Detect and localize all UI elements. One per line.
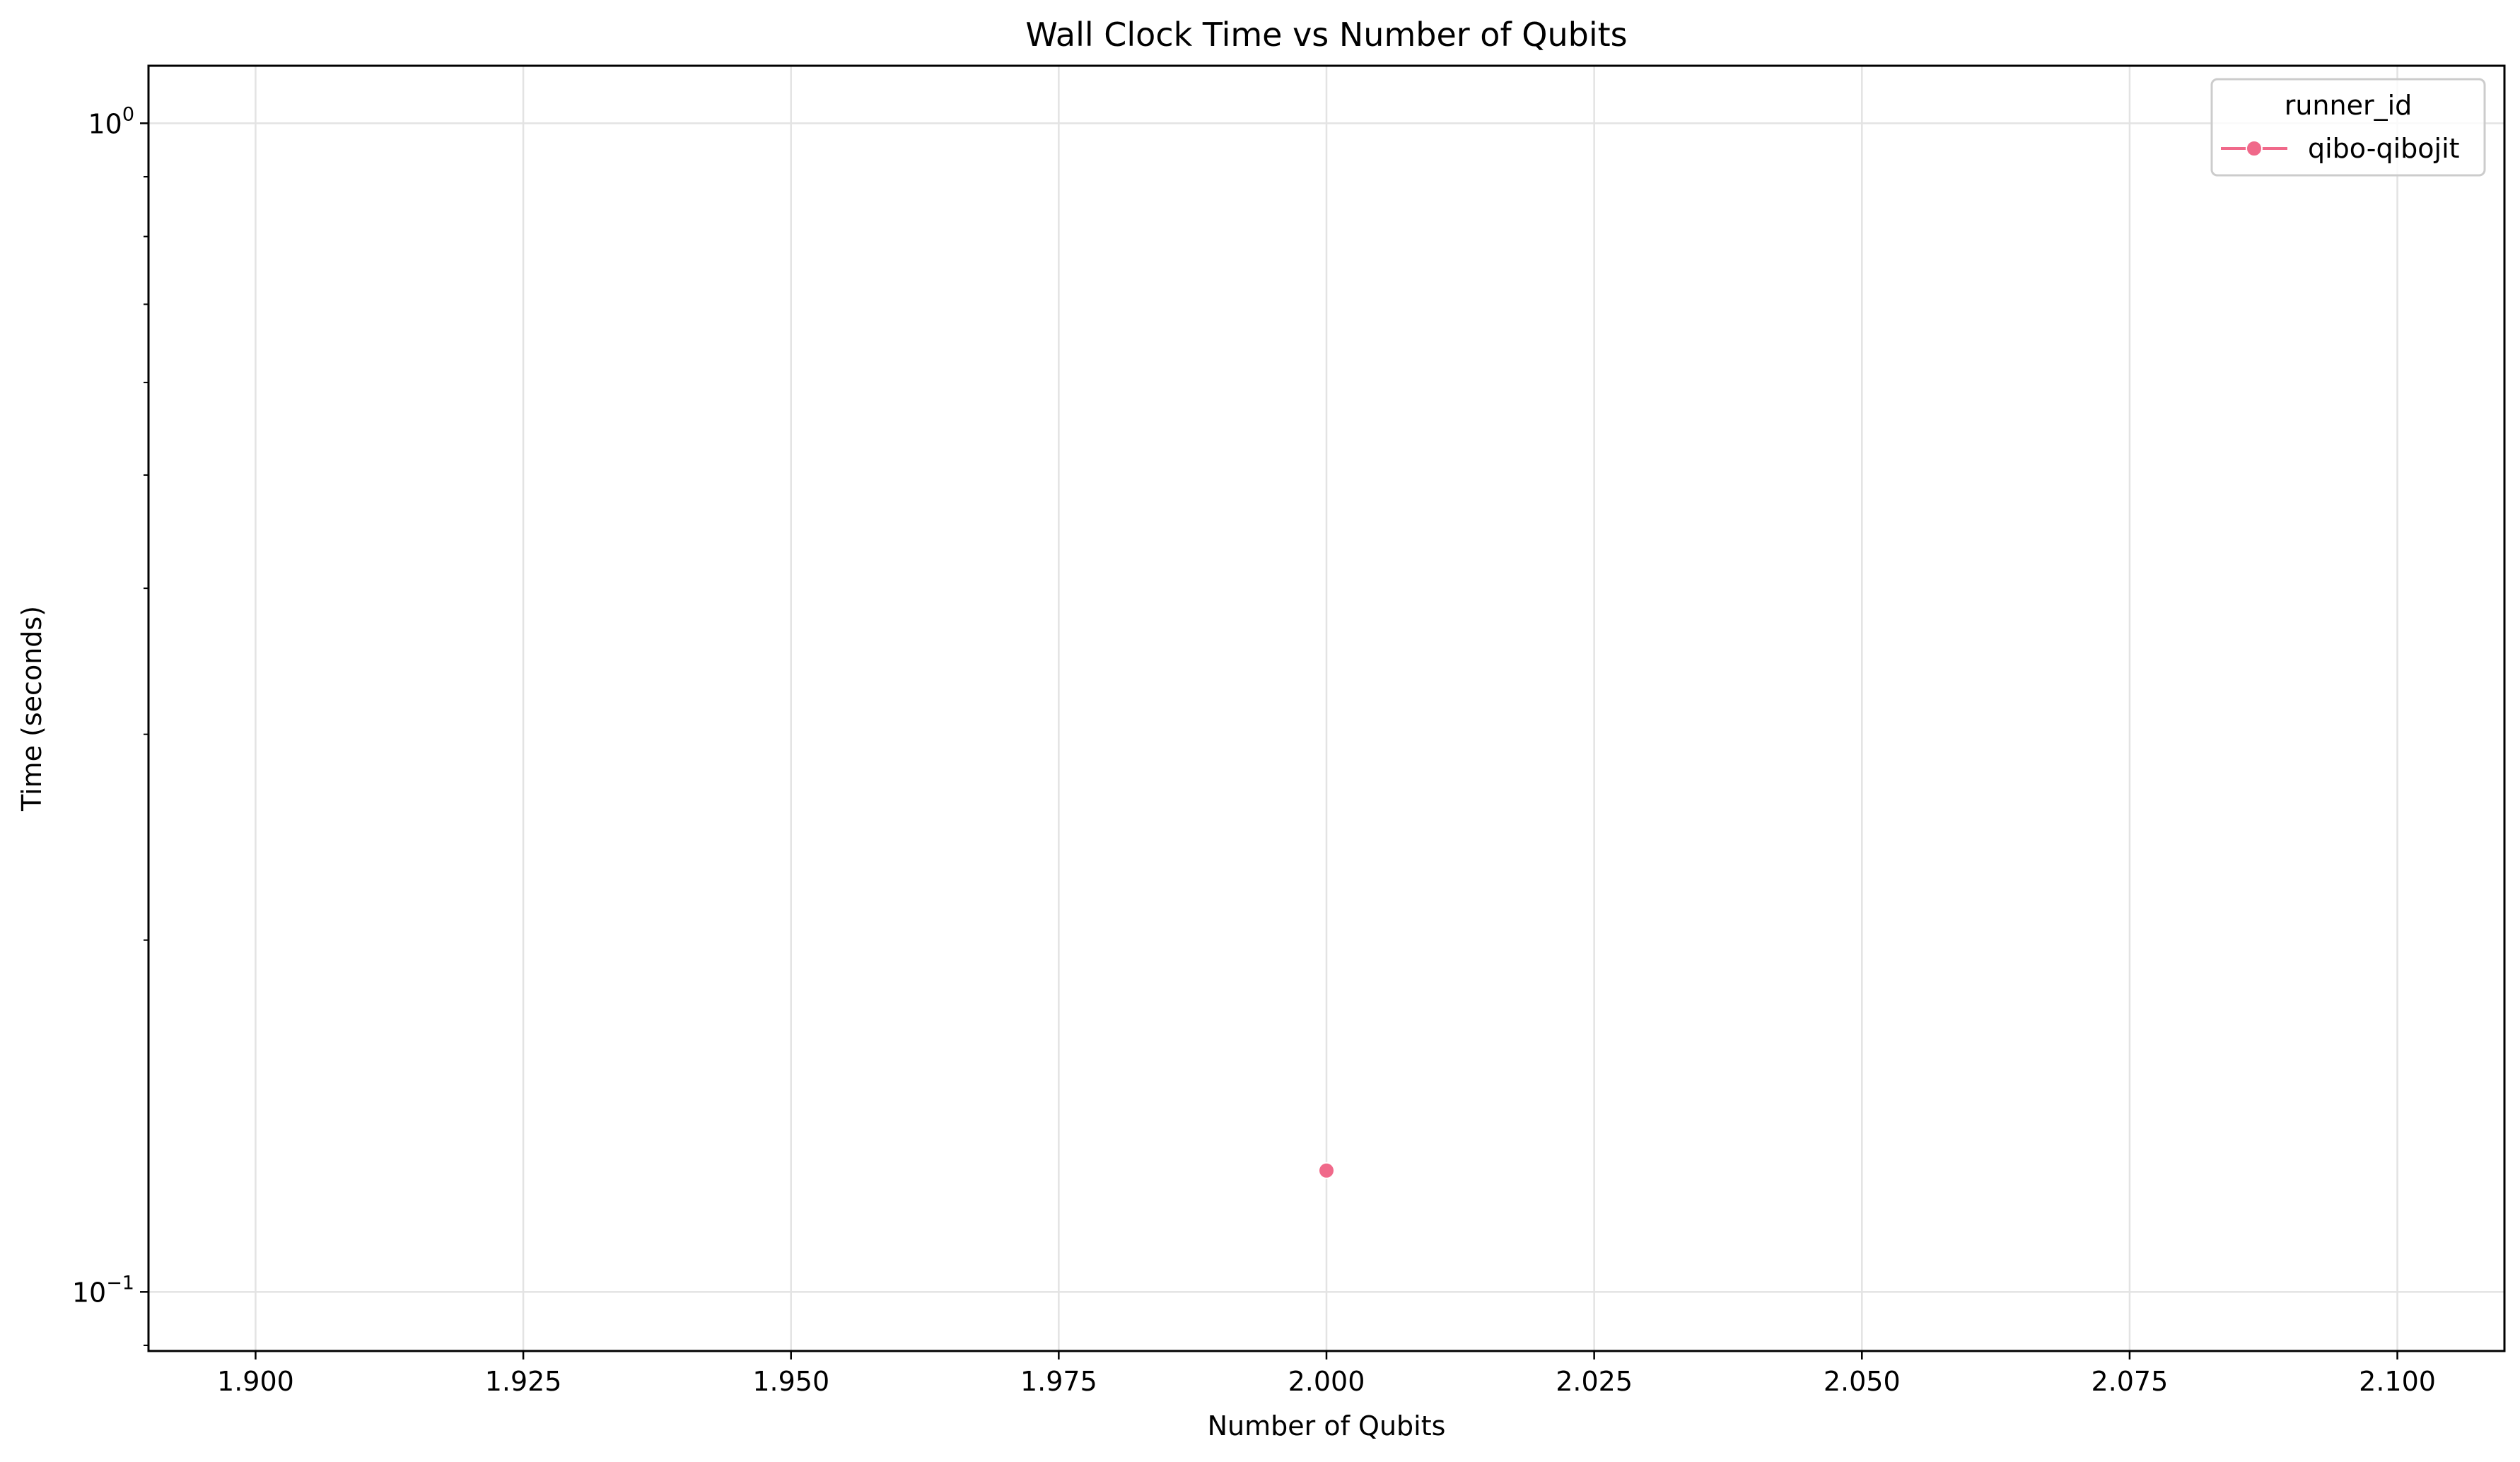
x-tick-label: 2.100: [2359, 1366, 2436, 1397]
y-axis-ticks: 100 10−1: [72, 103, 148, 1346]
legend: runner_id qibo-qibojit: [2210, 78, 2486, 177]
x-tick-label: 2.075: [2092, 1366, 2169, 1397]
legend-series-label: qibo-qibojit: [2308, 133, 2460, 164]
x-axis-label: Number of Qubits: [1208, 1410, 1446, 1441]
y-axis-label: Time (seconds): [16, 606, 47, 812]
x-tick-label: 2.050: [1824, 1366, 1901, 1397]
data-point: [1318, 1162, 1335, 1179]
x-tick-label: 1.925: [485, 1366, 562, 1397]
x-tick-label: 2.000: [1288, 1366, 1365, 1397]
legend-series-marker: [2246, 140, 2263, 157]
grid-lines: [148, 66, 2504, 1351]
chart-title: Wall Clock Time vs Number of Qubits: [1025, 16, 1627, 54]
legend-box: [2210, 78, 2486, 177]
y-tick-label: 100: [88, 103, 134, 139]
x-tick-label: 1.950: [752, 1366, 829, 1397]
y-tick-label: 10−1: [72, 1272, 134, 1308]
x-tick-label: 1.900: [217, 1366, 294, 1397]
x-axis-ticks: 1.900 1.925 1.950 1.975 2.000 2.025 2.050 2.075…: [217, 1351, 2436, 1397]
x-tick-label: 2.025: [1556, 1366, 1633, 1397]
legend-title: runner_id: [2285, 90, 2413, 121]
x-tick-label: 1.975: [1020, 1366, 1097, 1397]
series-layer: [1318, 1162, 1335, 1179]
